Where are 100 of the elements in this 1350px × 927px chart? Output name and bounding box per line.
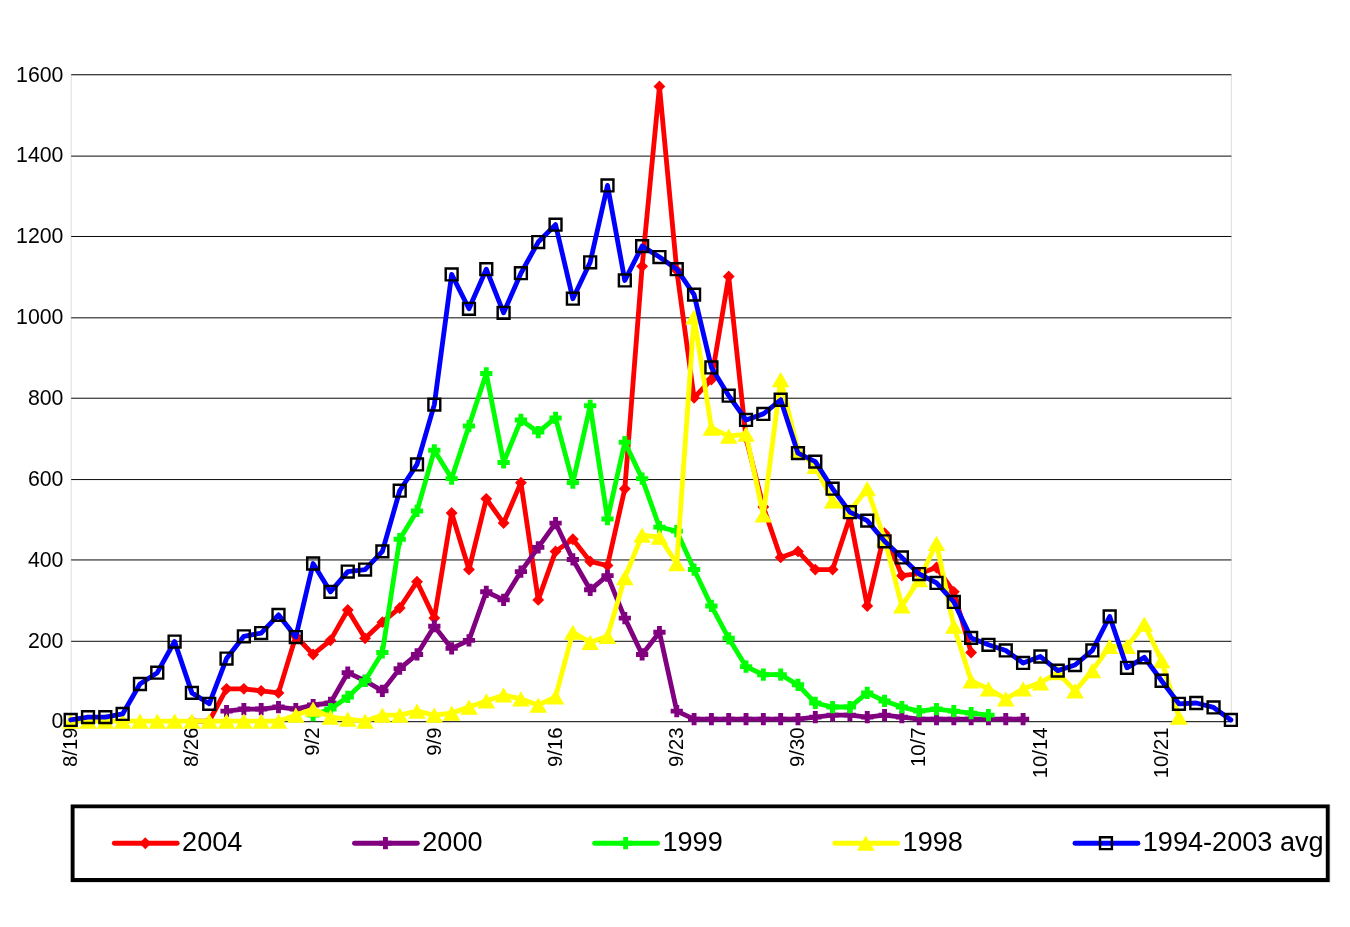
x-tick-label: 9/30 [786, 727, 809, 768]
point [722, 632, 735, 645]
x-tick-label: 10/14 [1028, 727, 1051, 779]
legend-label: 2004 [182, 825, 243, 857]
point [307, 648, 320, 661]
point [549, 516, 562, 530]
point [792, 545, 804, 558]
point [428, 444, 441, 457]
point [272, 700, 285, 714]
point [514, 565, 528, 578]
y-tick-label: 1600 [16, 62, 64, 87]
point [965, 646, 978, 659]
point [410, 648, 424, 661]
point [532, 425, 545, 439]
x-tick-label: 9/2 [301, 727, 324, 756]
point [895, 700, 908, 714]
point [930, 713, 943, 726]
point [584, 555, 597, 568]
point [774, 713, 787, 726]
y-tick-label: 1000 [16, 305, 64, 330]
y-tick-label: 1200 [16, 224, 64, 249]
point [791, 678, 805, 691]
point [272, 686, 285, 699]
y-tick-label: 1400 [16, 143, 64, 168]
point [809, 696, 822, 710]
point [722, 713, 735, 726]
point [341, 690, 354, 704]
point [497, 593, 510, 607]
point [255, 702, 268, 716]
point [670, 704, 683, 718]
point [428, 620, 441, 633]
point [462, 634, 476, 647]
y-tick-label: 600 [27, 466, 64, 491]
point [895, 569, 908, 582]
point [653, 626, 666, 639]
point [393, 602, 406, 614]
point [341, 604, 354, 616]
point [965, 706, 978, 720]
point [549, 411, 562, 425]
point [411, 575, 423, 588]
point [445, 642, 458, 655]
y-tick-label: 800 [27, 386, 64, 410]
y-tick-label: 400 [27, 547, 64, 572]
point [739, 713, 753, 726]
point [843, 700, 857, 714]
point [774, 551, 787, 564]
point [705, 599, 718, 613]
point [566, 553, 579, 566]
point [445, 472, 458, 485]
point [982, 709, 995, 722]
x-tick-label: 9/23 [665, 727, 688, 768]
point [705, 713, 718, 726]
x-tick-label: 9/16 [543, 727, 566, 768]
point [532, 541, 545, 554]
y-tick-label: 200 [27, 628, 64, 653]
point [1016, 713, 1030, 726]
point [497, 517, 510, 530]
point [636, 648, 649, 661]
legend-label: 1994-2003 avg [1142, 825, 1324, 857]
point [757, 668, 770, 681]
point [739, 660, 753, 673]
point [687, 563, 701, 576]
point [826, 700, 839, 714]
legend-label: 1998 [902, 825, 963, 857]
point [324, 634, 337, 647]
point [878, 709, 891, 722]
point [566, 533, 579, 546]
point [930, 702, 943, 716]
point [791, 713, 805, 726]
point [220, 704, 233, 718]
point [878, 694, 891, 708]
point [601, 569, 614, 582]
point [480, 585, 493, 598]
legend-label: 2000 [422, 825, 483, 857]
point [653, 520, 666, 534]
point [549, 545, 562, 558]
point [809, 711, 822, 724]
point [393, 533, 406, 546]
point [237, 702, 250, 716]
point [514, 413, 528, 427]
point [376, 646, 389, 659]
x-tick-label: 8/26 [180, 727, 203, 768]
point [359, 632, 371, 645]
point [618, 611, 631, 625]
point [947, 704, 960, 718]
point [584, 583, 597, 596]
point [410, 504, 424, 518]
point [757, 713, 770, 726]
point [861, 711, 874, 724]
point [999, 713, 1012, 726]
point [393, 662, 406, 675]
point [636, 472, 649, 485]
point [376, 684, 389, 697]
legend-label: 1999 [662, 825, 723, 857]
x-tick-label: 10/21 [1149, 727, 1172, 779]
point [687, 713, 701, 726]
point [774, 668, 787, 681]
x-tick-label: 10/7 [907, 727, 930, 768]
point [861, 686, 874, 700]
x-tick-label: 9/9 [422, 727, 445, 756]
